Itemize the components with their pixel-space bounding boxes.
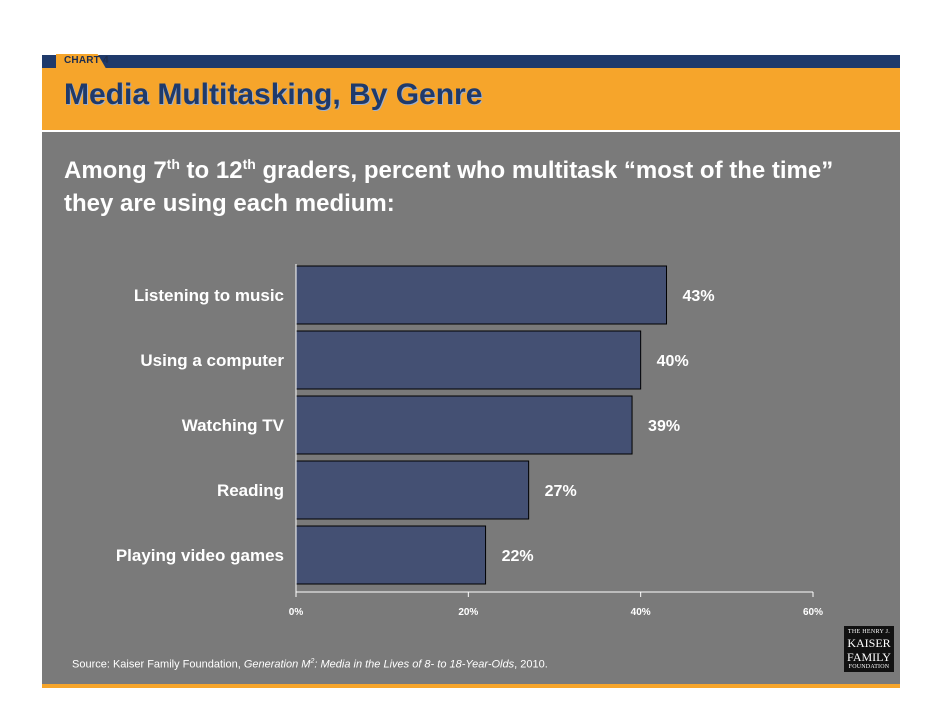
source-note: Source: Kaiser Family Foundation, Genera… bbox=[72, 658, 548, 671]
chart-title: Media Multitasking, By Genre bbox=[64, 78, 483, 111]
source-title-2: : Media in the Lives of 8- to 18-Year-Ol… bbox=[314, 658, 515, 671]
header-navy-band bbox=[42, 55, 900, 68]
logo-line-4: FOUNDATION bbox=[848, 664, 890, 670]
category-label: Reading bbox=[217, 481, 284, 500]
chart-tag: CHART 4 bbox=[64, 55, 109, 66]
subtitle-text-1: Among 7 bbox=[64, 157, 167, 184]
slide: CHART 4 Media Multitasking, By Genre Amo… bbox=[42, 40, 900, 688]
bar bbox=[295, 525, 487, 585]
data-label: 43% bbox=[683, 288, 715, 305]
x-tick-label: 40% bbox=[631, 607, 651, 618]
subtitle-text-2: to 12 bbox=[179, 157, 243, 184]
subtitle-sup-1: th bbox=[166, 156, 180, 172]
source-title-1: Generation M bbox=[243, 658, 311, 671]
source-title-sup: 2 bbox=[310, 658, 315, 665]
subtitle-sup-2: th bbox=[242, 156, 256, 172]
source-prefix: Source: Kaiser Family Foundation, bbox=[72, 658, 244, 671]
data-label: 40% bbox=[657, 353, 689, 370]
x-tick-label: 0% bbox=[289, 607, 304, 618]
logo-line-3: FAMILY bbox=[847, 650, 891, 664]
category-label: Listening to music bbox=[134, 286, 284, 305]
category-label: Playing video games bbox=[116, 546, 284, 565]
data-label: 22% bbox=[502, 548, 534, 565]
x-tick-label: 60% bbox=[803, 607, 823, 618]
data-label: 39% bbox=[648, 418, 680, 435]
bar-chart: Listening to music 43% Using a computer 40%… bbox=[116, 264, 823, 618]
chart-subtitle: Among 7th to 12th graders, percent who m… bbox=[64, 154, 864, 220]
subtitle-text-3: graders, percent who multitask “most of … bbox=[64, 157, 834, 217]
category-label: Using a computer bbox=[140, 351, 284, 370]
source-suffix: , 2010. bbox=[514, 658, 548, 671]
bar bbox=[295, 395, 633, 455]
logo-line-1: THE HENRY J. bbox=[847, 629, 891, 635]
category-label: Watching TV bbox=[182, 416, 285, 435]
x-tick-label: 20% bbox=[458, 607, 478, 618]
bar bbox=[295, 330, 642, 390]
bar bbox=[295, 265, 668, 325]
logo-line-2: KAISER bbox=[847, 636, 891, 650]
kaiser-family-foundation-logo: THE HENRY J. KAISER FAMILY FOUNDATION bbox=[844, 626, 894, 672]
header-orange-band bbox=[42, 68, 900, 130]
footer-orange-strip bbox=[42, 684, 900, 688]
chart-tag-tab bbox=[56, 54, 108, 72]
bar bbox=[295, 460, 530, 520]
data-label: 27% bbox=[545, 483, 577, 500]
